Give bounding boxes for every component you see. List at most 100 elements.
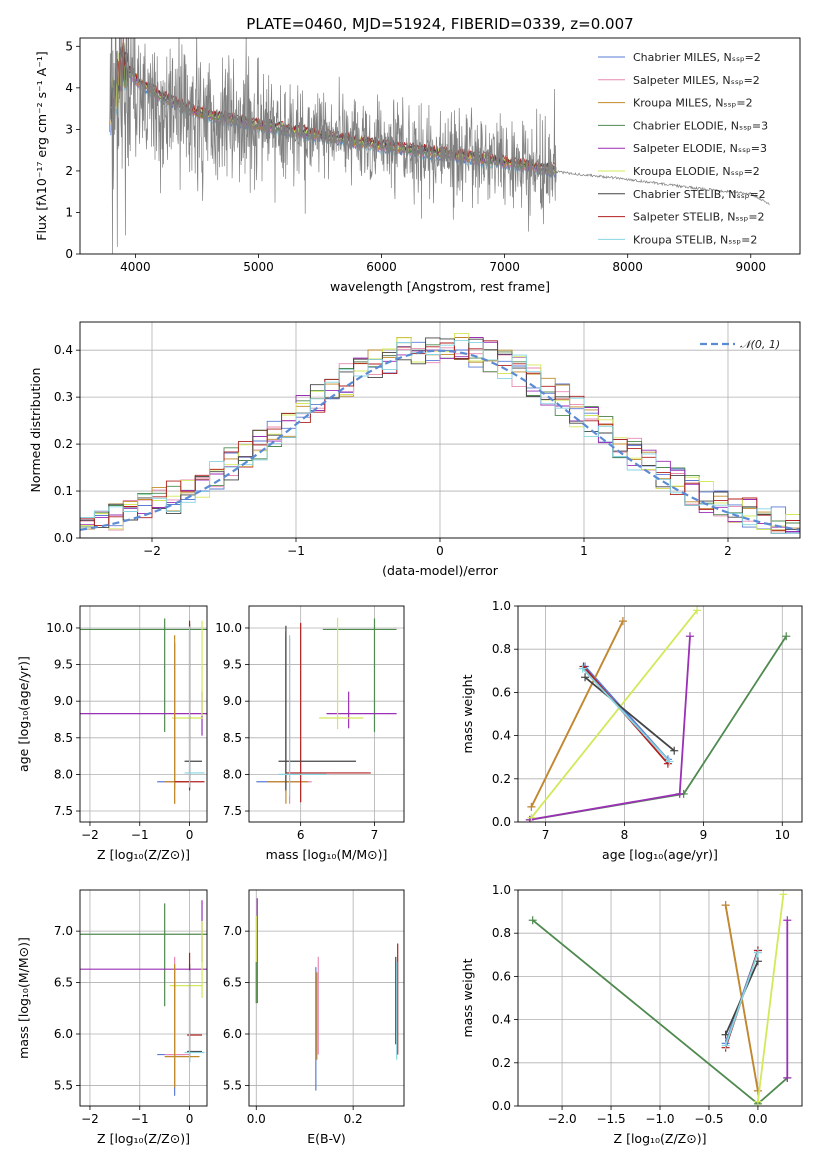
axes-frame [248,889,405,1107]
plot-area [518,606,802,822]
y-tick-label: 10.0 [215,621,242,635]
y-tick-label: 0.8 [492,642,511,656]
x-tick-label: 5000 [243,260,274,274]
y-tick-label: 6.0 [223,1027,242,1041]
legend-label-salp_miles: Salpeter MILES, Nₛₛₚ=2 [633,74,760,87]
x-tick-label: −2.0 [547,1112,576,1126]
y-tick-label: 0.3 [54,390,73,404]
y-tick-label: 9.5 [223,658,242,672]
x-axis-label: (data-model)/error [382,563,499,578]
x-tick-label: −2 [81,1112,99,1126]
y-tick-label: 5 [65,39,73,53]
axes-frame [79,321,801,539]
histogram-chab_stelib [80,337,800,534]
x-axis-label: E(B-V) [307,1131,346,1146]
x-tick-label: 6000 [366,260,397,274]
x-tick-label: 9 [700,828,708,842]
y-tick-label: 10.0 [46,621,73,635]
x-tick-label: −1.5 [596,1112,625,1126]
x-axis-label: age [log₁₀(age/yr)] [602,847,718,862]
y-tick-label: 3 [65,122,73,136]
x-tick-label: 6 [297,828,305,842]
y-tick-label: 1 [65,205,73,219]
x-tick-label: 0.0 [748,1112,767,1126]
y-tick-label: 5.5 [223,1078,242,1092]
x-tick-label: 7000 [489,260,520,274]
y-axis-label: mass [log₁₀(M/M⊙)] [16,937,31,1059]
y-tick-label: 9.5 [54,658,73,672]
weight-line-krou_miles [530,620,624,808]
y-tick-label: 0.1 [54,484,73,498]
x-tick-label: 0.0 [247,1112,266,1126]
legend-label-salp_elodie: Salpeter ELODIE, Nₛₛₚ=3 [633,142,767,155]
legend-label-salp_stelib: Salpeter STELIB, Nₛₛₚ=2 [633,211,765,224]
y-tick-label: 0.4 [492,1013,511,1027]
y-tick-label: 7.5 [223,804,242,818]
plot-area [80,322,800,538]
axes-weight_vs_age: 7 8 9 10 0.0 0.2 0.4 0.6 0.8 1.0 age [log₁₀(age/yr… [460,599,803,862]
axes-mass_vs_ebv: 0.0 0.2 5.5 6.0 6.5 7.0 E(B-V) [223,889,405,1146]
x-tick-label: 7 [371,828,379,842]
weight-line-salp_elodie [529,636,691,821]
y-tick-label: 0.0 [492,1099,511,1113]
y-tick-label: 0.4 [54,343,73,357]
axes-frame [248,605,405,823]
y-tick-label: 2 [65,164,73,178]
y-axis-label: Flux [fλ10⁻¹⁷ erg cm⁻² s⁻¹ A⁻¹] [34,51,49,240]
x-tick-label: −2 [81,828,99,842]
x-tick-label: 7 [542,828,550,842]
legend-label-chab_elodie: Chabrier ELODIE, Nₛₛₚ=3 [633,119,768,132]
legend-label-krou_miles: Kroupa MILES, Nₛₛₚ=2 [633,97,753,110]
x-tick-label: 4000 [120,260,151,274]
axes-frame [79,605,208,823]
y-tick-label: 8.0 [223,767,242,781]
chart-title: PLATE=0460, MJD=51924, FIBERID=0339, z=0… [246,15,633,33]
plot-area [109,38,770,254]
plot-area [249,606,404,822]
x-axis-label: mass [log₁₀(M/M⊙)] [266,847,388,862]
y-tick-label: 0.6 [492,969,511,983]
y-tick-label: 7.0 [54,924,73,938]
x-tick-label: −2 [143,544,161,558]
observed-spectrum [109,38,770,254]
plot-area [80,606,207,822]
x-tick-label: 1 [580,544,588,558]
y-tick-label: 1.0 [492,599,511,613]
x-tick-label: 0.2 [344,1112,363,1126]
axes-age_vs_mass: 6 7 7.5 8.0 8.5 9.0 9.5 10.0 mass [log₁₀(M/M⊙)] [215,605,405,862]
y-axis-label: mass weight [460,674,475,753]
y-tick-label: 6.5 [223,976,242,990]
x-tick-label: 10 [775,828,790,842]
x-tick-label: 9000 [735,260,766,274]
x-tick-label: 8000 [612,260,643,274]
legend-label-chab_miles: Chabrier MILES, Nₛₛₚ=2 [633,51,761,64]
weight-line-krou_stelib [582,667,671,763]
normal-curve [80,349,800,531]
legend-label-krou_stelib: Kroupa STELIB, Nₛₛₚ=2 [633,233,757,246]
legend-label-chab_stelib: Chabrier STELIB, Nₛₛₚ=2 [633,188,766,201]
y-tick-label: 7.5 [54,804,73,818]
weight-line-chab_elodie [529,635,787,821]
y-tick-label: 5.5 [54,1078,73,1092]
y-tick-label: 0.2 [492,1056,511,1070]
axes-frame [517,605,803,823]
y-tick-label: 0.6 [492,685,511,699]
axes-mass_vs_Z: −2 −1 0 5.5 6.0 6.5 7.0 Z [log₁₀(Z/Z⊙)] mass [lo… [16,889,208,1146]
x-axis-label: Z [log₁₀(Z/Z⊙)] [614,1131,707,1146]
y-tick-label: 6.0 [54,1027,73,1041]
y-axis-label: mass weight [460,958,475,1037]
weight-line-chab_stelib [584,676,675,752]
y-tick-label: 0.0 [54,531,73,545]
x-tick-label: 0 [186,1112,194,1126]
y-tick-label: 9.0 [223,694,242,708]
plot-area [518,890,802,1106]
y-tick-label: 6.5 [54,976,73,990]
y-tick-label: 4 [65,81,73,95]
x-axis-label: Z [log₁₀(Z/Z⊙)] [97,1131,190,1146]
y-tick-label: 8.5 [223,731,242,745]
x-tick-label: −1 [131,1112,149,1126]
x-tick-label: −1 [131,828,149,842]
x-axis-label: Z [log₁₀(Z/Z⊙)] [97,847,190,862]
y-tick-label: 0.2 [492,772,511,786]
